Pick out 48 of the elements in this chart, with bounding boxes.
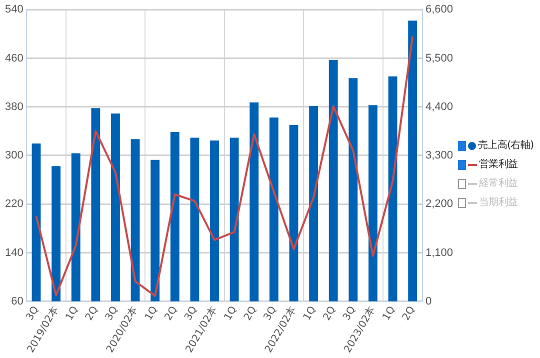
bar <box>328 60 338 302</box>
bar <box>408 20 418 302</box>
bar <box>230 138 239 302</box>
y2-tick-label: 2,200 <box>425 198 454 210</box>
y-tick-label: 60 <box>11 295 24 308</box>
x-tick-label: 2Q <box>322 304 338 322</box>
y-tick-label: 540 <box>4 4 24 16</box>
bar <box>388 76 398 302</box>
y2-tick-label: 1,100 <box>425 246 454 259</box>
bar <box>309 106 318 302</box>
x-tick-label: 1Q <box>380 304 398 322</box>
bar <box>111 113 120 302</box>
bar <box>289 124 298 302</box>
bar <box>368 105 378 302</box>
y2-tick-label: 0 <box>425 295 432 308</box>
bar <box>150 160 160 302</box>
bar <box>52 166 61 302</box>
bar <box>190 138 200 302</box>
x-tick-label: 1Q <box>64 304 81 322</box>
x-tick-label: 1Q <box>143 304 160 322</box>
x-tick-label: 1Q <box>222 304 240 322</box>
y-tick-label: 300 <box>4 150 24 162</box>
bar <box>71 153 80 302</box>
y-tick-label: 220 <box>4 198 24 210</box>
legend-label: 経常利益 <box>479 176 518 191</box>
bar <box>170 132 180 302</box>
x-tick-label: 1Q <box>302 304 318 322</box>
legend-label: 売上高(右軸) <box>478 138 534 153</box>
bar <box>91 108 100 302</box>
y2-tick-label: 4,400 <box>425 100 454 113</box>
y2-tick-label: 3,300 <box>425 150 454 162</box>
legend-label: 営業利益 <box>479 158 518 172</box>
y2-tick-label: 5,500 <box>425 52 454 64</box>
legend-label: 当期利益 <box>479 196 518 210</box>
x-tick-label: 2Q <box>400 304 418 322</box>
y-tick-label: 380 <box>4 100 24 113</box>
y2-tick-label: 6,600 <box>425 4 454 16</box>
bar <box>348 78 358 302</box>
x-tick-label: 2Q <box>163 304 180 322</box>
bar <box>32 144 41 302</box>
x-tick-label: 2Q <box>84 304 101 322</box>
bar <box>250 102 259 302</box>
bar <box>269 117 278 302</box>
y-tick-label: 460 <box>4 52 24 64</box>
y-tick-label: 140 <box>4 246 24 259</box>
bar <box>130 139 140 302</box>
x-tick-label: 2Q <box>242 304 260 322</box>
bar <box>210 140 219 302</box>
